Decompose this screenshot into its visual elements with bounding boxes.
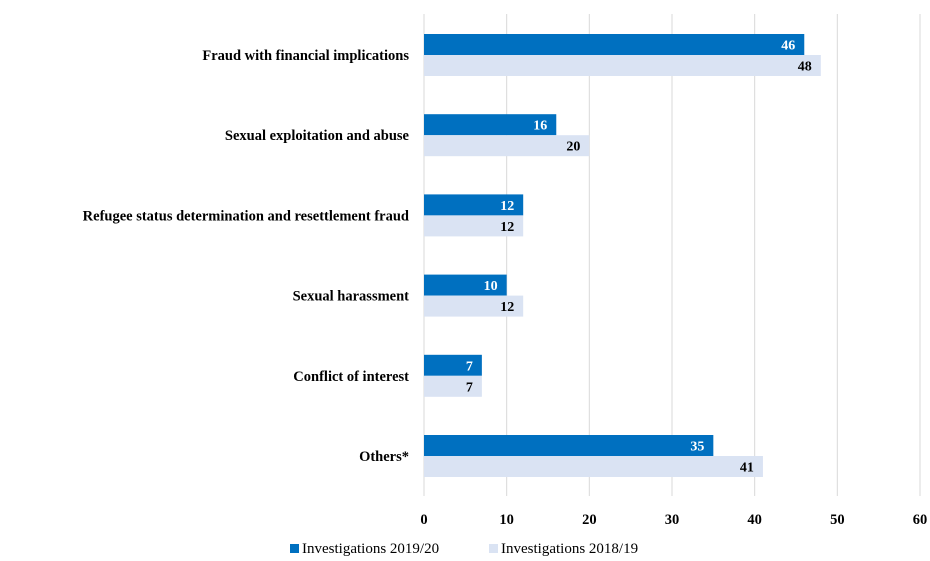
legend: Investigations 2019/20 Investigations 201… [290, 541, 638, 557]
data-label: 12 [500, 199, 514, 214]
data-label: 46 [781, 39, 795, 54]
category-labels: Fraud with financial implications Sexual … [83, 48, 410, 465]
gridlines [423, 14, 921, 496]
data-label: 12 [500, 300, 514, 315]
category-label: Refugee status determination and resettl… [83, 208, 409, 224]
legend-swatch [290, 544, 299, 553]
bar [424, 274, 507, 296]
x-tick-label: 20 [582, 512, 597, 528]
data-label: 16 [533, 119, 547, 134]
bar [424, 215, 524, 237]
category-label: Others* [359, 449, 409, 465]
data-label: 35 [690, 440, 704, 455]
bar [424, 55, 821, 76]
x-axis-tick-labels: 0 10 20 30 40 50 60 [420, 512, 927, 528]
data-label: 7 [466, 380, 473, 395]
data-label: 41 [740, 461, 754, 476]
bar [424, 135, 590, 157]
data-label: 20 [566, 140, 580, 155]
bar [424, 354, 482, 376]
x-tick-label: 60 [913, 512, 928, 528]
data-label: 10 [484, 279, 498, 294]
bar [424, 456, 763, 477]
bar [424, 375, 482, 397]
bar [424, 295, 524, 317]
category-label: Sexual harassment [293, 289, 410, 305]
category-label: Fraud with financial implications [202, 48, 409, 64]
bar [424, 34, 805, 55]
legend-label: Investigations 2019/20 [302, 541, 439, 557]
bar [424, 194, 524, 216]
category-label: Conflict of interest [293, 369, 409, 385]
data-label: 48 [798, 60, 812, 75]
x-tick-label: 50 [830, 512, 845, 528]
legend-swatch [489, 544, 498, 553]
x-tick-label: 0 [420, 512, 427, 528]
x-tick-label: 40 [747, 512, 762, 528]
bar [424, 435, 714, 456]
data-label: 7 [466, 359, 473, 374]
x-tick-label: 30 [665, 512, 680, 528]
category-label: Sexual exploitation and abuse [225, 128, 410, 144]
bar [424, 114, 557, 136]
legend-label: Investigations 2018/19 [501, 541, 638, 557]
data-label: 12 [500, 220, 514, 235]
x-tick-label: 10 [499, 512, 514, 528]
